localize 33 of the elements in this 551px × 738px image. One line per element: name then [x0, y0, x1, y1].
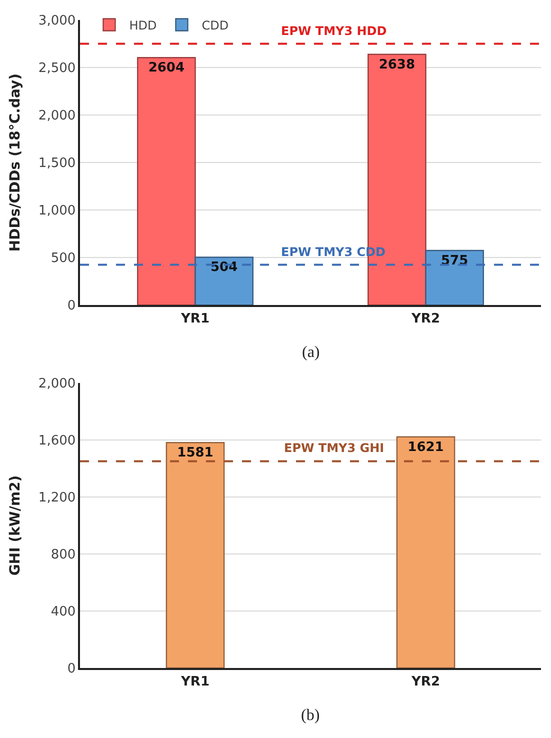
- legend-label: CDD: [202, 18, 229, 32]
- y-axis-title: HDDs/CDDs (18°C.day): [8, 73, 24, 252]
- ref-line-label: EPW TMY3 GHI: [284, 441, 384, 455]
- y-tick-label: 800: [50, 548, 76, 562]
- x-tick-label: YR1: [180, 674, 210, 690]
- y-tick-label: 2,000: [38, 376, 76, 392]
- x-tick-label: YR2: [410, 674, 440, 690]
- data-label: 2638: [378, 57, 416, 72]
- bar: [137, 57, 196, 306]
- x-tick-label: YR1: [180, 311, 210, 326]
- x-tick-label: YR2: [410, 311, 440, 326]
- y-tick-label: 1,200: [38, 490, 76, 506]
- y-tick-label: 1,600: [38, 433, 76, 448]
- data-label: 2604: [148, 60, 185, 76]
- y-axis-title: GHI (kW/m2): [8, 475, 24, 576]
- data-label: 1621: [408, 440, 444, 455]
- legend-label: HDD: [129, 18, 157, 32]
- bar: [425, 250, 484, 306]
- y-tick-label: 500: [50, 251, 76, 266]
- y-tick-label: 1,500: [38, 156, 76, 172]
- y-tick-label: 0: [67, 298, 76, 314]
- y-tick-label: 1,000: [38, 204, 76, 219]
- text: (a): [302, 344, 320, 361]
- data-label: 575: [440, 253, 468, 268]
- ref-line-label: EPW TMY3 HDD: [281, 24, 387, 38]
- bar: [194, 256, 254, 306]
- text: (b): [301, 707, 320, 724]
- y-tick-label: 2,500: [38, 61, 76, 76]
- y-tick-label: 2,000: [38, 108, 76, 124]
- y-tick-label: 400: [50, 604, 76, 620]
- y-tick-label: 3,000: [38, 14, 76, 29]
- data-label: 1581: [177, 446, 214, 461]
- y-tick-label: 0: [67, 662, 76, 677]
